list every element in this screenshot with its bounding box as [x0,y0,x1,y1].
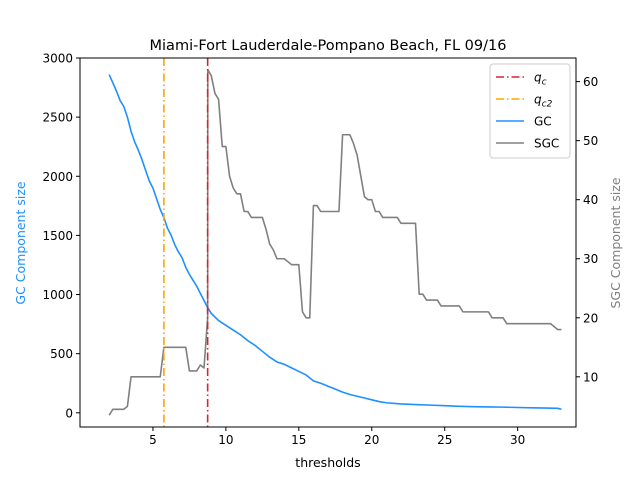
left-y-tick-label: 2000 [42,170,73,184]
legend-label-qc2: qc2 [534,93,553,110]
left-y-tick-label: 500 [50,347,73,361]
right-y-axis: 10 20 30 40 50 60 [576,75,598,384]
plot-frame [79,57,577,428]
left-y-tick-label: 2500 [42,111,73,125]
legend: qc qc2 GC SGC [489,63,571,159]
left-y-tick-label: 3000 [42,52,73,66]
chart-title: Miami-Fort Lauderdale-Pompano Beach, FL … [150,38,507,54]
plot-area [79,57,577,428]
left-y-axis: 0 500 1000 1500 2000 2500 3000 [42,52,80,420]
right-y-tick-label: 60 [583,75,598,89]
x-tick-label: 5 [149,433,157,447]
x-tick-label: 15 [291,433,306,447]
legend-label-sgc: SGC [534,137,559,151]
legend-box [489,63,571,159]
left-y-axis-label: GC Component size [13,181,28,304]
left-y-tick-label: 0 [65,406,73,420]
legend-label-qc: qc [534,71,547,88]
x-tick-label: 30 [510,433,525,447]
x-tick-label: 25 [437,433,452,447]
right-y-tick-label: 50 [583,134,598,148]
x-axis-label: thresholds [295,455,360,470]
right-y-tick-label: 20 [583,311,598,325]
left-y-tick-label: 1500 [42,229,73,243]
right-y-axis-label: SGC Component size [608,177,623,308]
right-y-tick-label: 40 [583,193,598,207]
x-axis: 5 10 15 20 25 30 [149,427,525,447]
right-y-tick-label: 30 [583,252,598,266]
legend-label-gc: GC [534,115,552,129]
right-y-tick-label: 10 [583,370,598,384]
gc-series-line [108,74,562,411]
left-y-tick-label: 1000 [42,288,73,302]
x-tick-label: 10 [218,433,233,447]
x-tick-label: 20 [364,433,379,447]
